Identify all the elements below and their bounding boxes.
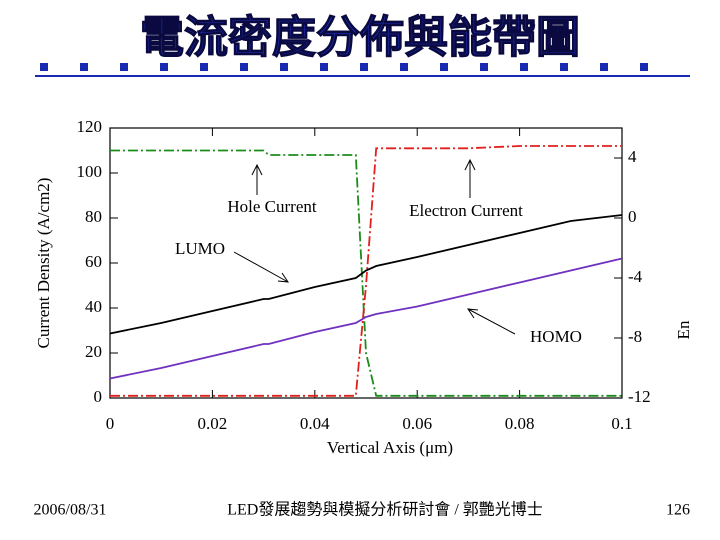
x-tick-label: 0.1	[611, 414, 632, 433]
series-line	[110, 145, 622, 397]
y-tick-label: 0	[94, 387, 103, 406]
y-tick-label: 120	[77, 117, 103, 136]
series-line	[109, 257, 623, 380]
series-line	[109, 214, 623, 335]
annotation-arrows	[233, 158, 516, 335]
x-tick-label: 0.08	[505, 414, 535, 433]
y-tick-label: 100	[77, 162, 103, 181]
slide-title: 電流密度分佈與能帶圖	[140, 12, 580, 63]
y2-tick-label: -8	[628, 327, 642, 346]
plot-frame	[109, 127, 623, 399]
x-tick-label: 0	[106, 414, 115, 433]
footer-date: 2006/08/31	[34, 502, 107, 519]
page-number: 126	[666, 502, 690, 519]
x-tick-label: 0.06	[402, 414, 432, 433]
y2-tick-label: -4	[628, 267, 643, 286]
x-tick-label: 0.02	[198, 414, 228, 433]
footer-text: LED發展趨勢與模擬分析研討會 / 郭艷光博士	[227, 501, 543, 519]
title-decoration	[40, 63, 648, 71]
y2-tick-label: 4	[628, 147, 637, 166]
y2-tick-label: -12	[628, 387, 651, 406]
annotation: Hole Current	[227, 197, 317, 216]
annotation: HOMO	[530, 327, 582, 346]
y-axis-label: Current Density (A/cm2)	[34, 178, 53, 349]
annotation: Electron Current	[409, 201, 523, 220]
y-tick-label: 40	[85, 297, 102, 316]
x-axis-label: Vertical Axis (μm)	[327, 438, 453, 457]
x-tick-label: 0.04	[300, 414, 330, 433]
y-tick-label: 60	[85, 252, 102, 271]
y2-axis-label: En	[674, 320, 693, 339]
annotation: LUMO	[175, 239, 225, 258]
y2-tick-label: 0	[628, 207, 637, 226]
y-tick-label: 80	[85, 207, 102, 226]
series-line	[110, 149, 622, 397]
y-tick-label: 20	[85, 342, 102, 361]
